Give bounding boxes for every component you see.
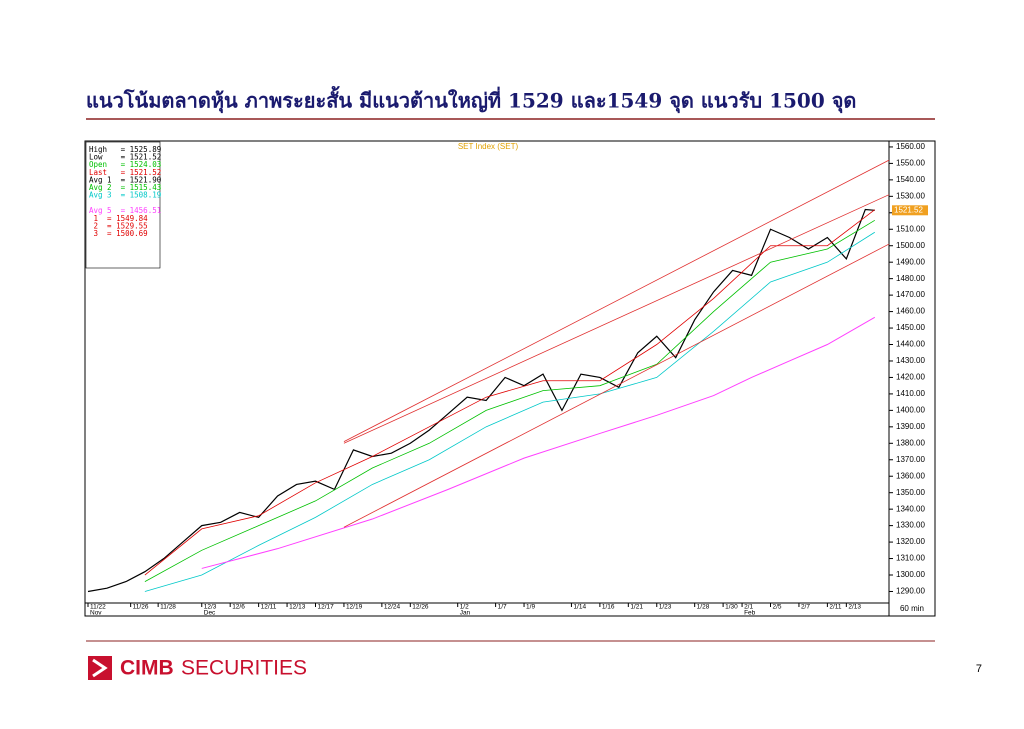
- x-tick-label: 1/14: [573, 604, 586, 611]
- y-tick-label: 1430.00: [896, 356, 925, 365]
- info-line: 1 = 1549.84: [89, 214, 148, 223]
- y-tick-label: 1330.00: [896, 521, 925, 530]
- y-tick-label: 1290.00: [896, 587, 925, 596]
- x-tick-label: 12/11: [261, 604, 277, 611]
- y-tick-label: 1490.00: [896, 257, 925, 266]
- y-tick-label: 1510.00: [896, 224, 925, 233]
- series-line: [87, 208, 875, 593]
- x-tick-label: 2/13: [848, 604, 861, 611]
- x-tick-label: 1/30: [725, 604, 738, 611]
- info-line: Avg 2 = 1515.43: [89, 183, 161, 192]
- chart-frame: [84, 140, 936, 617]
- info-line: Low = 1521.52: [89, 153, 161, 162]
- chart-title: SET Index (SET): [458, 142, 519, 151]
- y-tick-label: 1420.00: [896, 373, 925, 382]
- y-tick-label: 1550.00: [896, 159, 925, 168]
- y-tick-label: 1340.00: [896, 504, 925, 513]
- y-tick-label: 1530.00: [896, 191, 925, 200]
- page-number: 7: [976, 663, 982, 675]
- logo-chevron: [92, 658, 108, 678]
- y-tick-label: 1400.00: [896, 405, 925, 414]
- y-tick-label: 1410.00: [896, 389, 925, 398]
- y-tick-label: 1470.00: [896, 290, 925, 299]
- y-tick-label: 1480.00: [896, 274, 925, 283]
- series-line: [343, 159, 890, 443]
- series-line: [343, 243, 890, 528]
- x-tick-label: 12/17: [318, 604, 335, 611]
- x-tick-label: 1/28: [697, 604, 710, 611]
- info-line: Open = 1524.03: [89, 160, 161, 169]
- month-label: Jan: [460, 610, 471, 617]
- y-tick-label: 1390.00: [896, 422, 925, 431]
- y-tick-label: 1320.00: [896, 537, 925, 546]
- month-label: Feb: [744, 610, 756, 617]
- y-tick-label: 1560.00: [896, 142, 925, 151]
- x-tick-label: 2/1: [744, 604, 753, 611]
- y-tick-label: 1540.00: [896, 175, 925, 184]
- y-tick-label: 1500.00: [896, 241, 925, 250]
- x-tick-label: 1/16: [602, 604, 615, 611]
- x-tick-label: 12/13: [289, 604, 306, 611]
- x-tick-label: 11/26: [133, 604, 149, 611]
- x-tick-label: 2/11: [829, 604, 842, 611]
- x-tick-label: 1/9: [526, 604, 535, 611]
- x-tick-label: 1/7: [498, 604, 507, 611]
- x-tick-label: 2/5: [773, 604, 782, 611]
- month-label: Dec: [204, 610, 216, 617]
- y-tick-label: 1350.00: [896, 488, 925, 497]
- x-tick-label: 12/26: [412, 604, 429, 611]
- logo-mark: [88, 656, 112, 680]
- info-line: Avg 5 = 1456.51: [89, 206, 161, 215]
- x-tick-label: 12/19: [346, 604, 363, 611]
- y-tick-label: 1450.00: [896, 323, 925, 332]
- info-line: Avg 3 = 1508.19: [89, 191, 161, 200]
- y-tick-label: 1440.00: [896, 340, 925, 349]
- x-tick-label: 12/3: [204, 604, 217, 611]
- info-line: Avg 1 = 1521.90: [89, 175, 162, 184]
- series-line: [144, 231, 875, 592]
- x-tick-label: 12/24: [384, 604, 401, 611]
- info-line: 2 = 1529.55: [89, 221, 148, 230]
- slide-title: แนวโน้มตลาดหุ้น ภาพระยะสั้น มีแนวต้านใหญ…: [86, 86, 856, 114]
- series-line: [343, 194, 890, 444]
- brand-bold: CIMB: [120, 657, 174, 680]
- info-line: Last = 1521.52: [89, 168, 161, 177]
- info-line: High = 1525.89: [89, 145, 161, 154]
- last-price-tag: [892, 205, 928, 216]
- y-tick-label: 1460.00: [896, 307, 925, 316]
- y-tick-label: 1380.00: [896, 438, 925, 447]
- x-tick-label: 1/21: [630, 604, 643, 611]
- month-label: Nov: [90, 610, 102, 617]
- series-line: [144, 209, 876, 576]
- info-line: 3 = 1500.69: [89, 229, 148, 238]
- series-line: [144, 219, 875, 582]
- x-tick-label: 11/28: [160, 604, 176, 611]
- x-tick-label: 1/23: [659, 604, 672, 611]
- brand-rest: SECURITIES: [181, 657, 307, 680]
- y-tick-label: 1360.00: [896, 471, 925, 480]
- timeframe: 60 min: [900, 604, 924, 613]
- y-tick-label: 1370.00: [896, 455, 925, 464]
- x-tick-label: 12/6: [232, 604, 245, 611]
- x-tick-label: 11/22: [90, 604, 106, 611]
- y-tick-label: 1300.00: [896, 570, 925, 579]
- x-tick-label: 2/7: [801, 604, 810, 611]
- info-box: [85, 141, 161, 269]
- last-price-label: 1521.52: [894, 205, 923, 214]
- y-tick-label: 1310.00: [896, 554, 925, 563]
- series-line: [201, 316, 876, 569]
- x-tick-label: 1/2: [460, 604, 469, 611]
